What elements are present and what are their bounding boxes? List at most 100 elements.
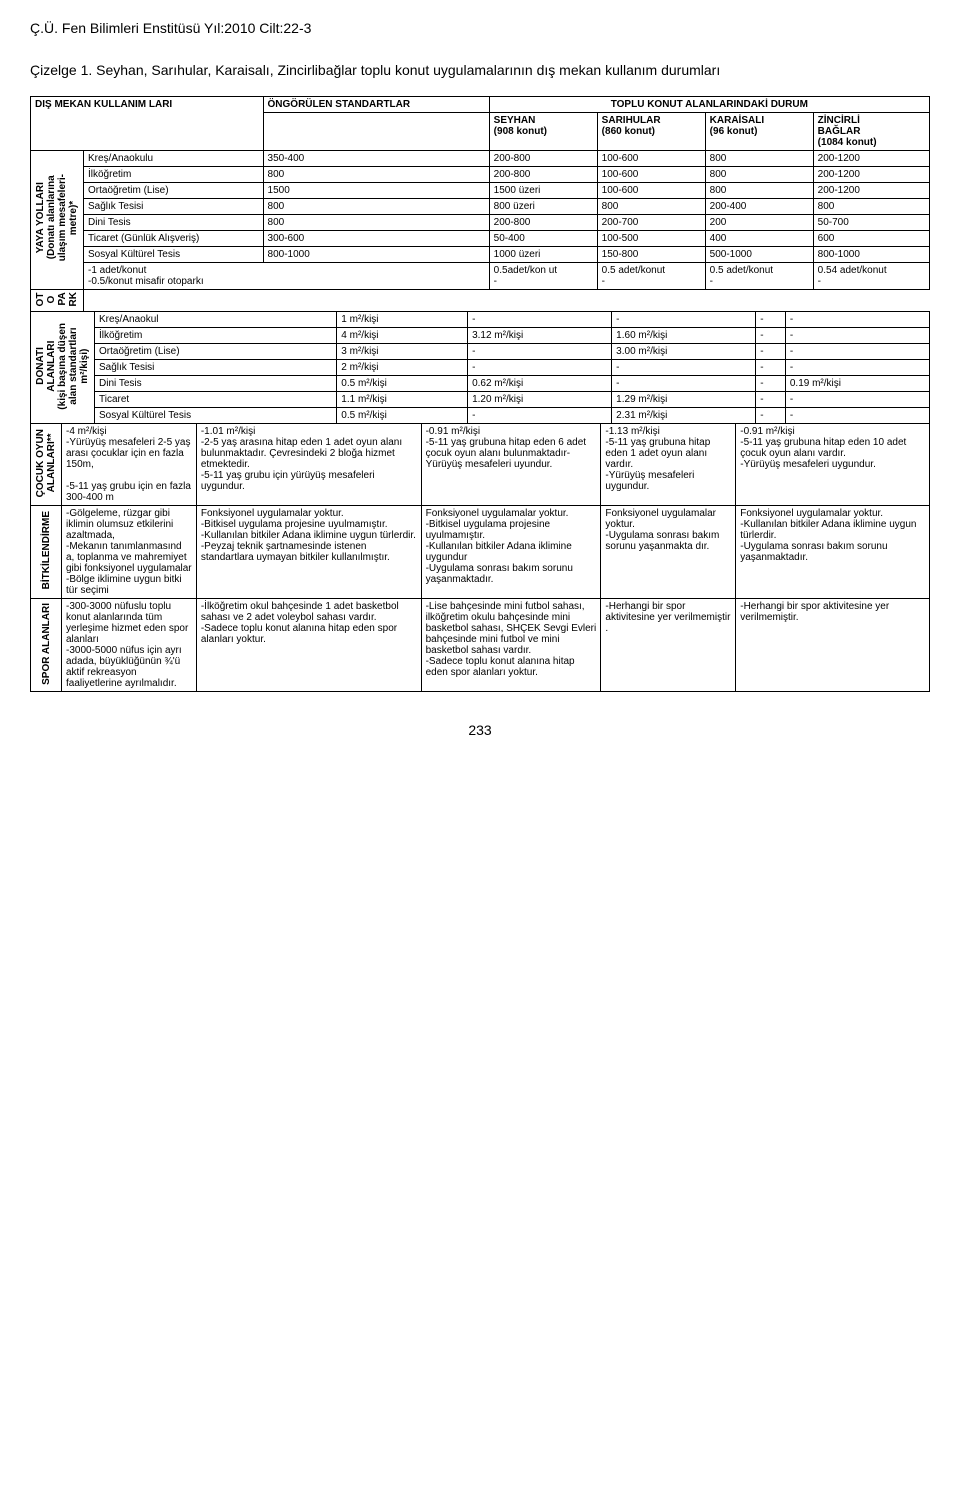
yaya-r2-c3: 100-600 [597, 182, 705, 198]
yaya-r5-c0: Ticaret (Günlük Alışveriş) [84, 230, 264, 246]
cocuk-zinc: -0.91 m²/kişi -5-11 yaş grubuna hitap ed… [736, 424, 930, 506]
yaya-r4-c2: 200-800 [489, 214, 597, 230]
spor-sari: -Lise bahçesinde mini futbol sahası, ilk… [421, 599, 601, 692]
page-number: 233 [30, 722, 930, 738]
yaya-r3-c1: 800 [263, 198, 489, 214]
std-head: ÖNGÖRÜLEN STANDARTLAR [263, 96, 489, 112]
yaya-r2-c0: Ortaöğretim (Lise) [84, 182, 264, 198]
donati-r6-c5: - [785, 408, 929, 424]
donati-r3-c3: - [612, 360, 756, 376]
donati-r3-c2: - [468, 360, 612, 376]
donati-r0-c3: - [612, 312, 756, 328]
donati-r2-c0: Ortaöğretim (Lise) [95, 344, 337, 360]
bitki-kara: Fonksiyonel uygulamalar yoktur. -Uygulam… [601, 506, 736, 599]
col-zincirli: ZİNCİRLİ BAĞLAR (1084 konut) [813, 112, 929, 150]
donati-r4-c5: 0.19 m²/kişi [785, 376, 929, 392]
donati-r5-c2: 1.20 m²/kişi [468, 392, 612, 408]
donati-r3-c0: Sağlık Tesisi [95, 360, 337, 376]
yaya-r6-c5: 800-1000 [813, 246, 929, 262]
yaya-r2-c2: 1500 üzeri [489, 182, 597, 198]
yaya-r1-c2: 200-800 [489, 166, 597, 182]
yaya-r5-c2: 50-400 [489, 230, 597, 246]
bitki-zinc: Fonksiyonel uygulamalar yoktur. -Kullanı… [736, 506, 930, 599]
yaya-r6-c0: Sosyal Kültürel Tesis [84, 246, 264, 262]
otopark-label: OT O PA RK [35, 292, 79, 306]
cocuk-std: -4 m²/kişi -Yürüyüş mesafeleri 2-5 yaş a… [62, 424, 197, 506]
spor-label: SPOR ALANLARI [41, 603, 52, 685]
yaya-r2-c5: 200-1200 [813, 182, 929, 198]
donati-r4-c4: - [756, 376, 786, 392]
col-sarihular: SARIHULAR (860 konut) [597, 112, 705, 150]
yaya-r0-c0: Kreş/Anaokulu [84, 150, 264, 166]
bitki-std: -Gölgeleme, rüzgar gibi iklimin olumsuz … [62, 506, 197, 599]
donati-r5-c0: Ticaret [95, 392, 337, 408]
donati-r3-c5: - [785, 360, 929, 376]
yaya-r2-c4: 800 [705, 182, 813, 198]
donati-r6-c4: - [756, 408, 786, 424]
donati-r6-c1: 0.5 m²/kişi [337, 408, 468, 424]
toplu-head: TOPLU KONUT ALANLARINDAKİ DURUM [489, 96, 929, 112]
cocuk-kara: -1.13 m²/kişi -5-11 yaş grubuna hitap ed… [601, 424, 736, 506]
yaya-r3-c0: Sağlık Tesisi [84, 198, 264, 214]
yaya-r3-c4: 200-400 [705, 198, 813, 214]
cocuk-label: ÇOCUK OYUN ALANLARI** [35, 429, 57, 497]
donati-r3-c4: - [756, 360, 786, 376]
cocuk-sari: -0.91 m²/kişi -5-11 yaş grubuna hitap ed… [421, 424, 601, 506]
yaya-r0-c2: 200-800 [489, 150, 597, 166]
yaya-r4-c5: 50-700 [813, 214, 929, 230]
donati-r0-c4: - [756, 312, 786, 328]
yaya-r5-c1: 300-600 [263, 230, 489, 246]
donati-r4-c0: Dini Tesis [95, 376, 337, 392]
cocuk-seyhan: -1.01 m²/kişi -2-5 yaş arasına hitap ede… [196, 424, 421, 506]
donati-r5-c4: - [756, 392, 786, 408]
donati-r4-c2: 0.62 m²/kişi [468, 376, 612, 392]
yaya-r4-c0: Dini Tesis [84, 214, 264, 230]
yaya-r0-c3: 100-600 [597, 150, 705, 166]
col-karaisali: KARAİSALI (96 konut) [705, 112, 813, 150]
donati-r1-c4: - [756, 328, 786, 344]
yaya-r6-c3: 150-800 [597, 246, 705, 262]
donati-r2-c1: 3 m²/kişi [337, 344, 468, 360]
yaya-r0-c5: 200-1200 [813, 150, 929, 166]
donati-r1-c0: İlköğretim [95, 328, 337, 344]
donati-r6-c3: 2.31 m²/kişi [612, 408, 756, 424]
donati-r1-c1: 4 m²/kişi [337, 328, 468, 344]
donati-r1-c3: 1.60 m²/kişi [612, 328, 756, 344]
donati-r5-c5: - [785, 392, 929, 408]
donati-table: DONATI ALANLARI (kişi başına düşen alan … [30, 311, 930, 424]
yaya-r1-c3: 100-600 [597, 166, 705, 182]
spor-zinc: -Herhangi bir spor aktivitesine yer veri… [736, 599, 930, 692]
yaya-r1-c1: 800 [263, 166, 489, 182]
running-header: Ç.Ü. Fen Bilimleri Enstitüsü Yıl:2010 Ci… [30, 20, 930, 36]
donati-r0-c1: 1 m²/kişi [337, 312, 468, 328]
col-seyhan: SEYHAN (908 konut) [489, 112, 597, 150]
yaya-r1-c0: İlköğretim [84, 166, 264, 182]
yaya-r6-c4: 500-1000 [705, 246, 813, 262]
donati-r5-c3: 1.29 m²/kişi [612, 392, 756, 408]
yaya-r2-c1: 1500 [263, 182, 489, 198]
otopark-sari: 0.5 adet/konut - [597, 262, 705, 289]
main-table: DIŞ MEKAN KULLANIM LARI ÖNGÖRÜLEN STANDA… [30, 96, 930, 290]
bitki-seyhan: Fonksiyonel uygulamalar yoktur. -Bitkise… [196, 506, 421, 599]
donati-r2-c4: - [756, 344, 786, 360]
donati-r2-c2: - [468, 344, 612, 360]
yaya-r0-c4: 800 [705, 150, 813, 166]
donati-r4-c1: 0.5 m²/kişi [337, 376, 468, 392]
yaya-r1-c4: 800 [705, 166, 813, 182]
otopark-seyhan: 0.5adet/kon ut - [489, 262, 597, 289]
yaya-r5-c3: 100-500 [597, 230, 705, 246]
yaya-r6-c2: 1000 üzeri [489, 246, 597, 262]
table-caption: Çizelge 1. Seyhan, Sarıhular, Karaisalı,… [30, 61, 930, 81]
yaya-r6-c1: 800-1000 [263, 246, 489, 262]
otopark-kara: 0.5 adet/konut - [705, 262, 813, 289]
bitki-label: BİTKİLENDİRME [41, 511, 52, 589]
donati-r6-c0: Sosyal Kültürel Tesis [95, 408, 337, 424]
yaya-r1-c5: 200-1200 [813, 166, 929, 182]
donati-r0-c0: Kreş/Anaokul [95, 312, 337, 328]
spor-std: -300-3000 nüfuslu toplu konut alanlarınd… [62, 599, 197, 692]
donati-r4-c3: - [612, 376, 756, 392]
yaya-r3-c2: 800 üzeri [489, 198, 597, 214]
donati-r2-c3: 3.00 m²/kişi [612, 344, 756, 360]
yaya-r3-c3: 800 [597, 198, 705, 214]
donati-r0-c2: - [468, 312, 612, 328]
